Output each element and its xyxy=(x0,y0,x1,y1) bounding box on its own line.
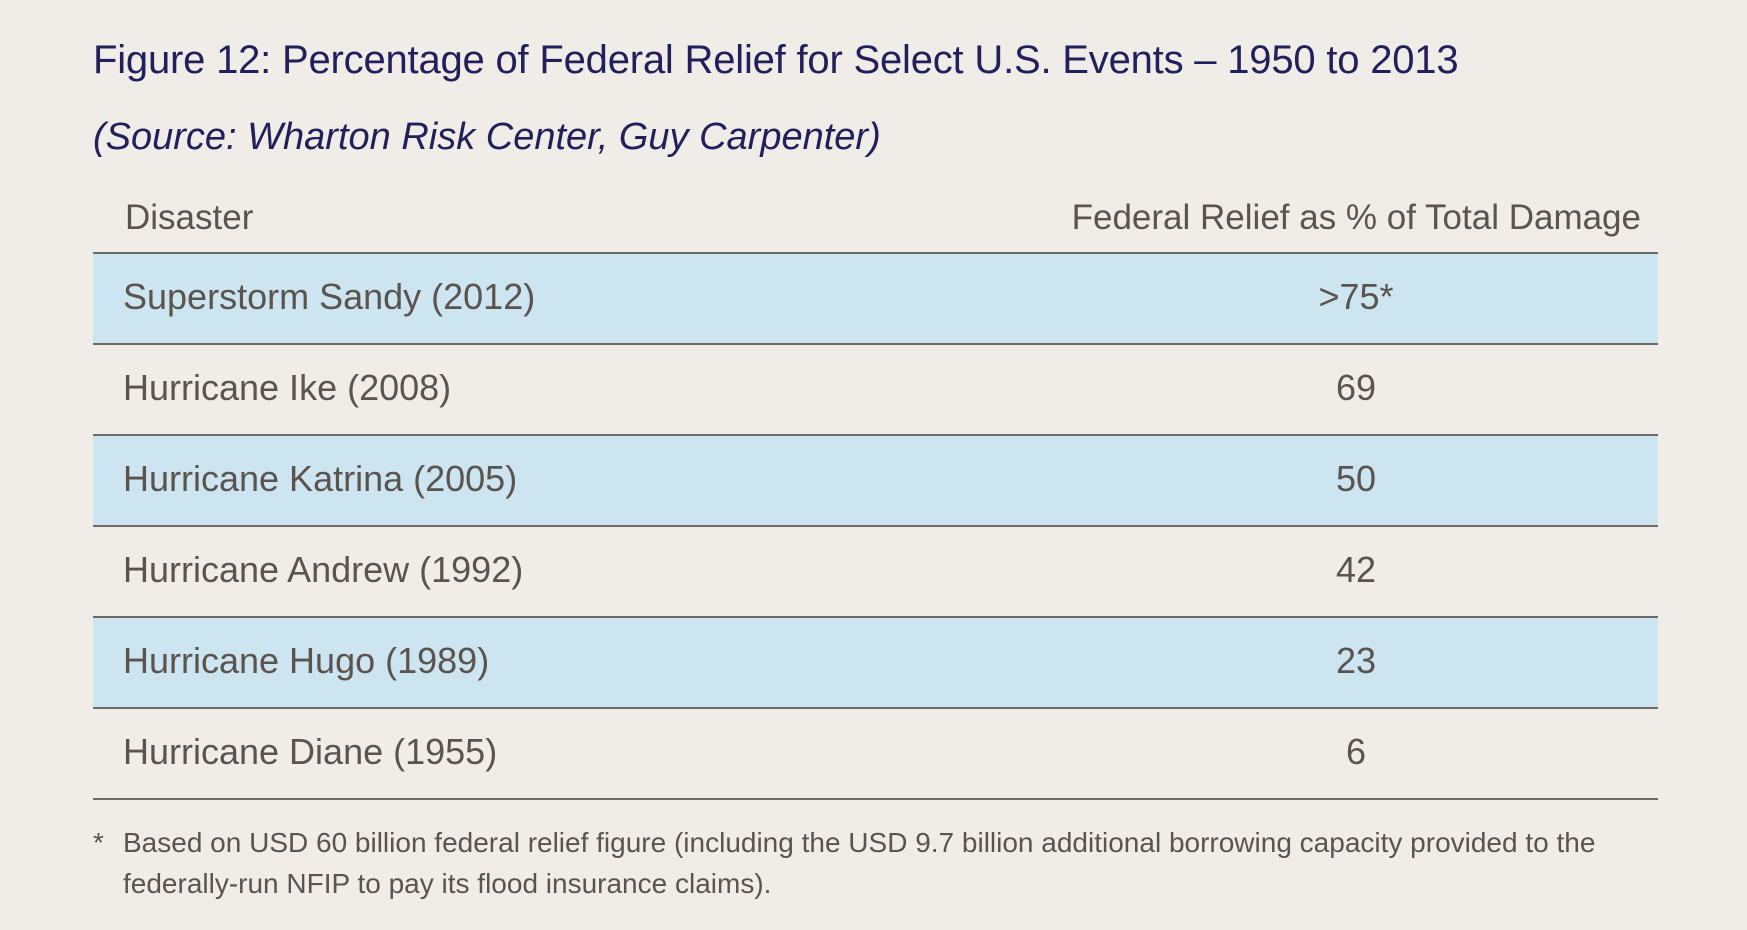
footnote: * Based on USD 60 billion federal relief… xyxy=(93,822,1658,904)
federal-relief-value: 69 xyxy=(1335,367,1377,408)
disaster-name: Hurricane Katrina (2005) xyxy=(123,458,518,499)
footnote-mark: * xyxy=(93,827,104,858)
disaster-name: Superstorm Sandy (2012) xyxy=(123,276,536,317)
federal-relief-value: 50 xyxy=(1335,458,1377,499)
table-row: Hurricane Hugo (1989) 23 xyxy=(93,618,1658,709)
federal-relief-value: 23 xyxy=(1335,640,1377,681)
federal-relief-value: 42 xyxy=(1335,549,1377,590)
source-subtitle: (Source: Wharton Risk Center, Guy Carpen… xyxy=(93,116,881,158)
footnote-text: Based on USD 60 billion federal relief f… xyxy=(123,827,1596,899)
table-header: Disaster Federal Relief as % of Total Da… xyxy=(93,190,1658,252)
page-title: Figure 12: Percentage of Federal Relief … xyxy=(93,38,1459,82)
disaster-name: Hurricane Diane (1955) xyxy=(123,731,498,772)
disaster-name: Hurricane Andrew (1992) xyxy=(123,549,524,590)
table-body: Superstorm Sandy (2012) >75* Hurricane Ike… xyxy=(93,252,1658,800)
table-row: Hurricane Ike (2008) 69 xyxy=(93,345,1658,436)
column-header-federal-relief: Federal Relief as % of Total Damage xyxy=(1071,198,1641,237)
column-header-disaster: Disaster xyxy=(125,198,254,237)
table-row: Hurricane Andrew (1992) 42 xyxy=(93,527,1658,618)
disaster-name: Hurricane Ike (2008) xyxy=(123,367,452,408)
table-row: Hurricane Katrina (2005) 50 xyxy=(93,436,1658,527)
federal-relief-value: 6 xyxy=(1345,731,1367,772)
federal-relief-value: >75* xyxy=(1318,276,1394,317)
disaster-name: Hurricane Hugo (1989) xyxy=(123,640,490,681)
table-row: Superstorm Sandy (2012) >75* xyxy=(93,254,1658,345)
table-row: Hurricane Diane (1955) 6 xyxy=(93,709,1658,800)
